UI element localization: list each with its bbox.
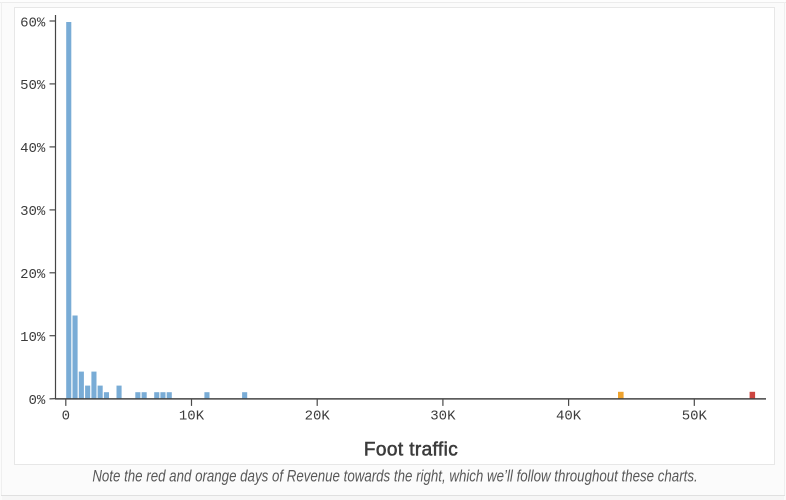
svg-text:20K: 20K	[305, 409, 331, 425]
svg-text:20%: 20%	[20, 267, 46, 283]
svg-text:50%: 50%	[20, 78, 46, 94]
svg-text:30K: 30K	[430, 409, 456, 425]
svg-text:0: 0	[62, 409, 70, 425]
svg-text:0%: 0%	[28, 393, 45, 409]
svg-text:50K: 50K	[682, 409, 708, 425]
svg-text:Foot traffic: Foot traffic	[364, 440, 458, 461]
svg-text:10%: 10%	[20, 330, 46, 346]
svg-text:40K: 40K	[556, 409, 582, 425]
svg-text:40%: 40%	[20, 141, 46, 157]
svg-text:10K: 10K	[179, 409, 205, 425]
svg-text:30%: 30%	[20, 204, 46, 220]
svg-text:60%: 60%	[20, 15, 46, 31]
